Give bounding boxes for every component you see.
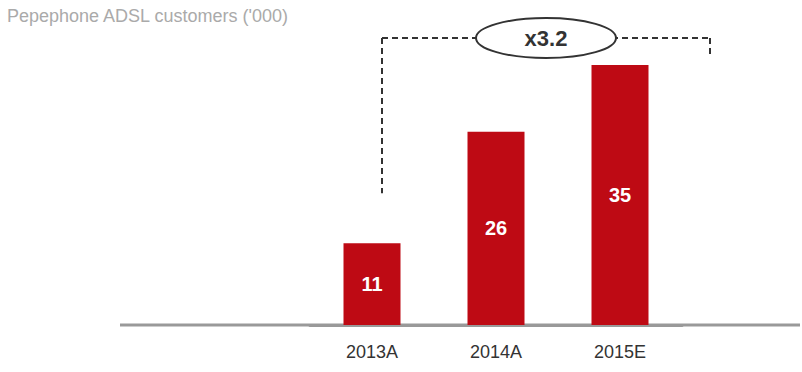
svg-text:2013A: 2013A: [346, 342, 398, 362]
svg-text:11: 11: [361, 273, 382, 295]
svg-text:Pepephone ADSL customers ('000: Pepephone ADSL customers ('000): [7, 6, 288, 26]
svg-text:2015E: 2015E: [594, 342, 646, 362]
svg-text:2014A: 2014A: [470, 342, 522, 362]
svg-text:x3.2: x3.2: [525, 26, 568, 51]
svg-text:35: 35: [609, 184, 631, 206]
svg-text:26: 26: [485, 217, 507, 239]
